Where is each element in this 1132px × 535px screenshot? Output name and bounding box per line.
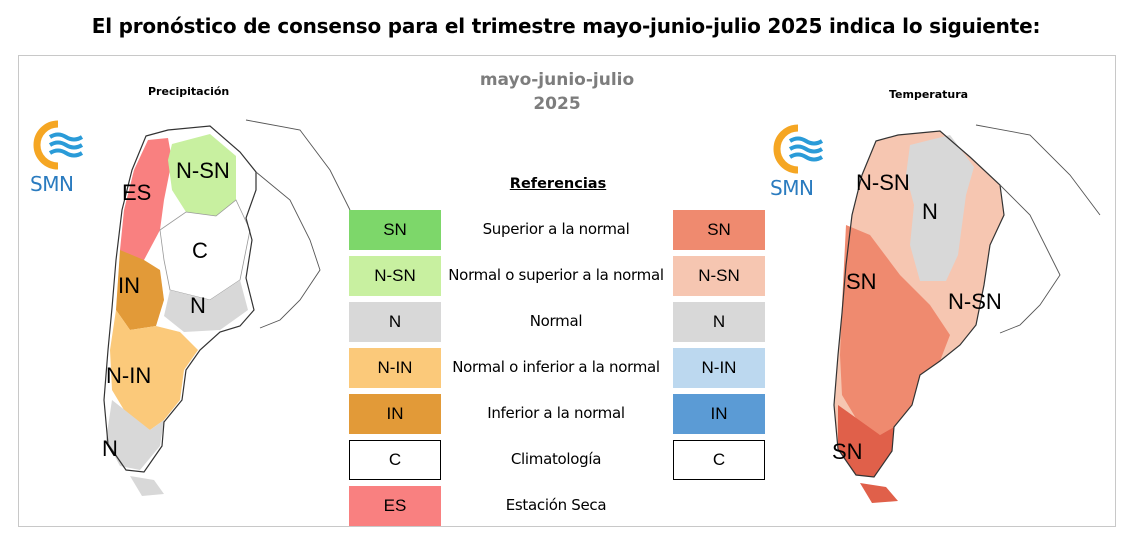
neighbor-outline [245,119,351,329]
precip-label-c: C [192,238,208,263]
season-title: mayo-junio-julio 2025 [470,68,644,116]
temp-map-title: Temperatura [889,88,969,101]
precip-map-title: Precipitación [148,85,230,98]
legend-precip-swatch: N [349,302,441,342]
region-tdf [860,483,898,503]
legend-temp-swatch: IN [673,394,765,434]
precip-label-es: ES [122,180,151,205]
smn-logo-text-left: SMN [30,172,74,196]
legend-temp-swatch: N [673,302,765,342]
page-headline: El pronóstico de consenso para el trimes… [91,14,1041,38]
legend-description: Climatología [510,450,602,468]
temp-label-n: N [922,199,938,224]
legend-precip-swatch: N-IN [349,348,441,388]
smn-logo-left [33,120,84,170]
legend-description: Normal [529,312,583,330]
season-year: 2025 [533,94,581,114]
region-n [906,135,974,281]
temp-label-sn-south: SN [832,439,863,464]
legend-temp-swatch: N-SN [673,256,765,296]
country-outline [103,125,257,473]
precipitation-map: N-SN ES C IN N N-IN N [102,119,351,496]
temp-label-nsn-east: N-SN [948,289,1002,314]
region-nin [110,310,198,430]
legend-description: Normal o superior a la normal [448,266,664,284]
precip-label-nin: N-IN [106,363,151,388]
temp-label-nsn-north: N-SN [856,170,910,195]
smn-logo-text-right: SMN [770,176,814,200]
legend-description: Superior a la normal [482,220,630,238]
precip-label-nsn: N-SN [176,158,230,183]
region-in [116,250,164,330]
precip-label-n-south: N [102,436,118,461]
legend-temp-swatch: C [673,440,765,480]
neighbor-outline [975,124,1101,334]
region-sn-west [840,225,950,435]
legend-temp-swatch: N-IN [673,348,765,388]
precip-label-n-north: N [190,293,206,318]
temp-label-sn-west: SN [846,269,877,294]
temperature-map: N-SN N SN N-SN SN [832,124,1101,503]
region-c [159,199,251,301]
legend-title: Referencias [509,176,607,192]
legend-precip-swatch: ES [349,486,441,526]
legend-description: Inferior a la normal [487,404,625,422]
forecast-panel [18,55,1116,527]
legend-precip-swatch: N-SN [349,256,441,296]
legend-precip-swatch: C [349,440,441,480]
legend-precip-swatch: SN [349,210,441,250]
precip-label-in: IN [118,273,140,298]
smn-logo-right [773,124,824,174]
region-tdf [130,476,164,496]
legend-description: Estación Seca [505,496,607,514]
region-n-north [164,280,248,332]
legend-temp-swatch: SN [673,210,765,250]
legend-precip-swatch: IN [349,394,441,434]
region-sn-south [838,405,894,477]
legend-description: Normal o inferior a la normal [452,358,660,376]
season-months: mayo-junio-julio [479,70,635,90]
region-n-south [106,400,164,470]
region-nsn [168,134,236,216]
region-es [120,138,172,270]
